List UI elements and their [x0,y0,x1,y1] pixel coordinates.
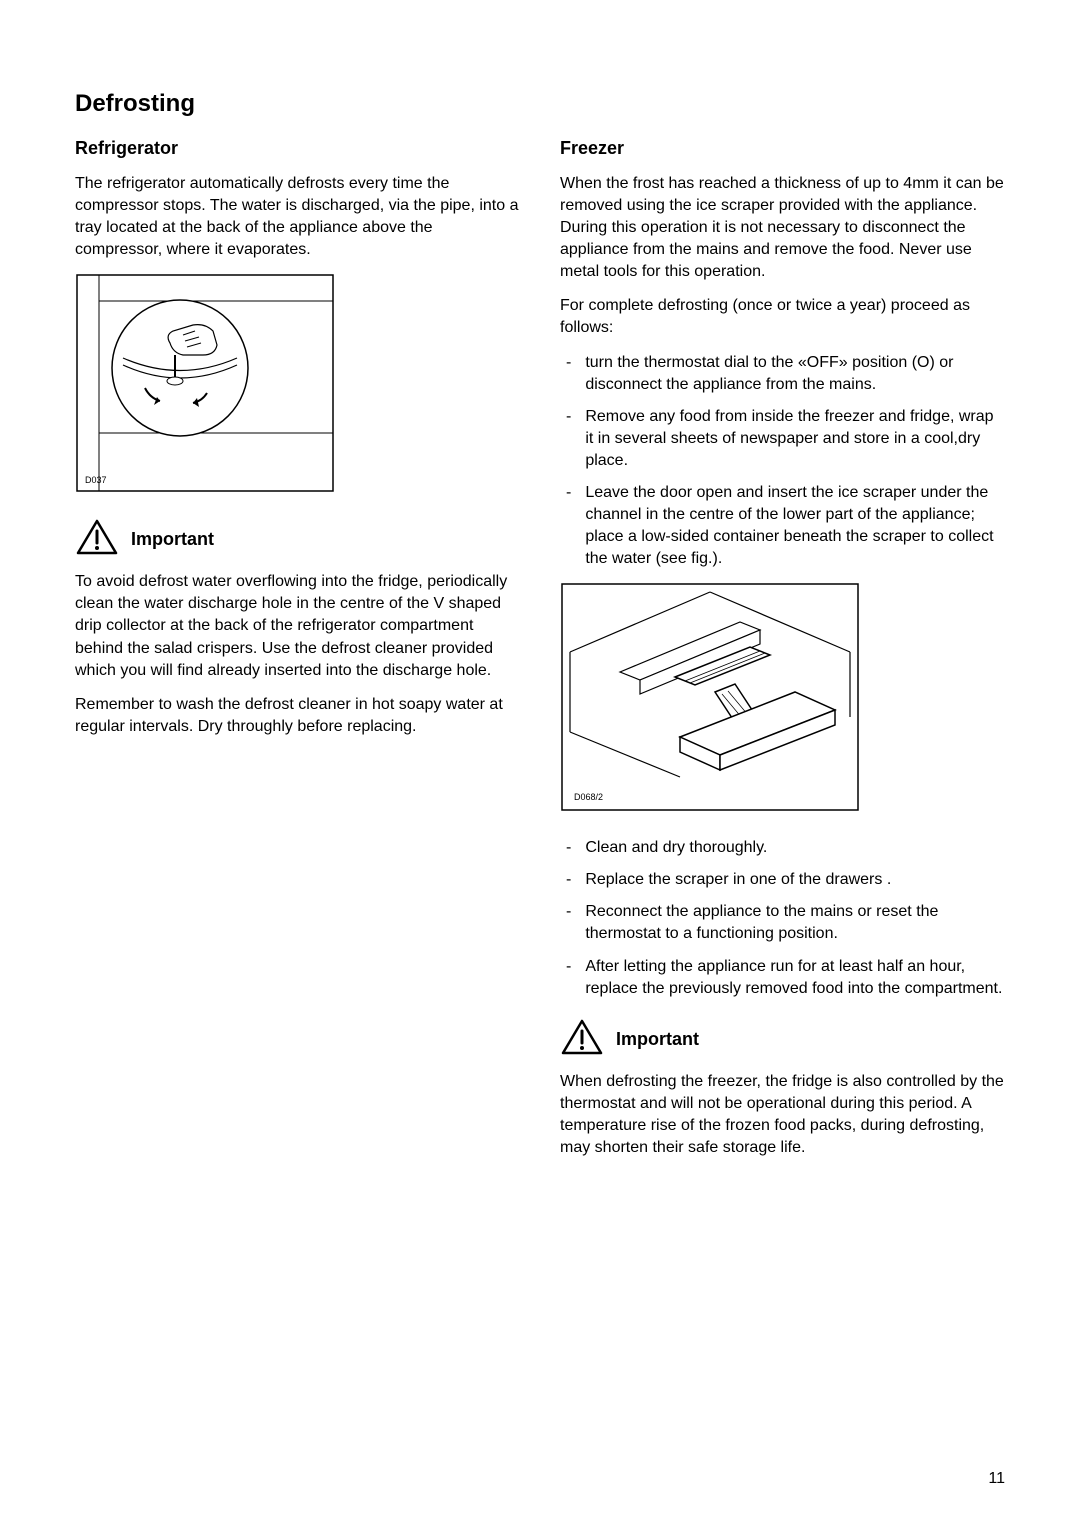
figure-d037-label: D037 [85,475,107,485]
important-para-right: When defrosting the freezer, the fridge … [560,1071,1005,1159]
bullet-dash: - [566,901,571,945]
freezer-steps-1: -turn the thermostat dial to the «OFF» p… [560,352,1005,571]
freezer-para-1: When the frost has reached a thickness o… [560,173,1005,283]
refrigerator-intro: The refrigerator automatically defrosts … [75,173,520,261]
content-columns: Refrigerator The refrigerator automatica… [75,138,1005,1171]
bullet-dash: - [566,837,571,859]
page-title: Defrosting [75,90,1005,118]
list-item: -Clean and dry thoroughly. [560,837,1005,859]
list-item: -turn the thermostat dial to the «OFF» p… [560,352,1005,396]
bullet-text: Replace the scraper in one of the drawer… [585,869,891,891]
bullet-text: After letting the appliance run for at l… [585,956,1005,1000]
right-column: Freezer When the frost has reached a thi… [560,138,1005,1171]
bullet-dash: - [566,869,571,891]
page-number: 11 [988,1470,1005,1488]
list-item: -Replace the scraper in one of the drawe… [560,869,1005,891]
list-item: -Leave the door open and insert the ice … [560,482,1005,570]
figure-d068-2-label: D068/2 [574,792,603,802]
list-item: -Remove any food from inside the freezer… [560,406,1005,472]
list-item: -Reconnect the appliance to the mains or… [560,901,1005,945]
freezer-heading: Freezer [560,138,1005,159]
left-column: Refrigerator The refrigerator automatica… [75,138,520,1171]
bullet-dash: - [566,406,571,472]
bullet-text: turn the thermostat dial to the «OFF» po… [585,352,1005,396]
freezer-para-2: For complete defrosting (once or twice a… [560,295,1005,339]
bullet-dash: - [566,482,571,570]
important-para-left-2: Remember to wash the defrost cleaner in … [75,694,520,738]
bullet-dash: - [566,352,571,396]
bullet-dash: - [566,956,571,1000]
bullet-text: Remove any food from inside the freezer … [585,406,1005,472]
important-heading-right: Important [616,1029,699,1050]
important-heading-left: Important [131,529,214,550]
important-row-right: Important [560,1018,1005,1061]
bullet-text: Reconnect the appliance to the mains or … [585,901,1005,945]
warning-icon [560,1018,604,1061]
list-item: -After letting the appliance run for at … [560,956,1005,1000]
important-row-left: Important [75,518,520,561]
figure-d037: D037 [75,273,520,498]
bullet-text: Leave the door open and insert the ice s… [585,482,1005,570]
figure-d068-2: D068/2 [560,582,1005,817]
freezer-steps-2: -Clean and dry thoroughly. -Replace the … [560,837,1005,999]
warning-icon [75,518,119,561]
important-para-left-1: To avoid defrost water overflowing into … [75,571,520,681]
bullet-text: Clean and dry thoroughly. [585,837,767,859]
refrigerator-heading: Refrigerator [75,138,520,159]
